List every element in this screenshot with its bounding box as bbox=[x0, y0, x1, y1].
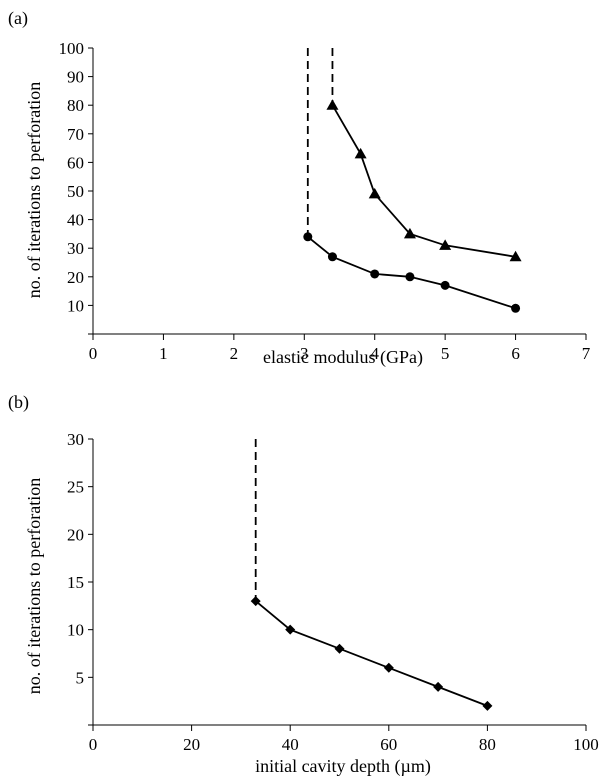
panel-a-y-tick-label: 90 bbox=[67, 68, 84, 87]
panel-a-y-tick-label: 20 bbox=[67, 268, 84, 287]
panel-b-x-tick-label: 40 bbox=[282, 735, 299, 754]
panel-a-x-tick-label: 4 bbox=[370, 344, 379, 363]
panel-a-y-tick-label: 40 bbox=[67, 211, 84, 230]
panel-b-label: (b) bbox=[8, 392, 29, 413]
panel-a-x-tick-label: 3 bbox=[300, 344, 309, 363]
panel-a-y-tick-label: 60 bbox=[67, 153, 84, 172]
panel-a-y-tick-label: 30 bbox=[67, 239, 84, 258]
panel-a-y-tick-label: 70 bbox=[67, 125, 84, 144]
panel-a-series-triangle-point bbox=[439, 239, 452, 250]
panel-a-x-tick-label: 0 bbox=[89, 344, 98, 363]
panel-a-series-triangle-point bbox=[354, 147, 367, 159]
panel-b-y-tick-label: 15 bbox=[67, 573, 84, 592]
panel-b-series-diamond-line bbox=[255, 600, 488, 707]
panel-a-series-circle-point bbox=[370, 269, 380, 279]
panel-b-x-tick-label: 80 bbox=[479, 735, 496, 754]
panel-b-series-diamond-point bbox=[250, 596, 261, 607]
panel-a-series-triangle-point bbox=[403, 227, 416, 239]
panel-a-series-circle-point bbox=[405, 272, 415, 282]
panel-a-series-circle-point bbox=[303, 232, 313, 242]
panel-b-y-tick-label: 5 bbox=[76, 668, 85, 687]
panel-a-label: (a) bbox=[8, 8, 28, 29]
panel-a-series-triangle-point bbox=[368, 187, 381, 199]
panel-b-series-diamond-point bbox=[285, 624, 296, 635]
panel-a-series-circle-point bbox=[327, 252, 337, 262]
panel-a-series-triangle-point bbox=[509, 250, 522, 262]
panel-b: (b) initial cavity depth (µm) no. of ite… bbox=[8, 392, 599, 777]
panel-b-y-axis-label: no. of iterations to perforation bbox=[24, 478, 44, 694]
panel-a-series-circle-line bbox=[307, 236, 516, 310]
panel-b-y-tick-label: 10 bbox=[67, 621, 84, 640]
panel-a-x-tick-label: 2 bbox=[230, 344, 239, 363]
panel-b-series-diamond-point bbox=[334, 643, 345, 654]
panel-a-x-tick-label: 1 bbox=[159, 344, 168, 363]
panel-a-x-tick-label: 5 bbox=[441, 344, 450, 363]
panel-a-series-triangle-line bbox=[331, 104, 516, 258]
panel-b-series-diamond-point bbox=[433, 681, 444, 692]
panel-b-x-tick-label: 0 bbox=[89, 735, 98, 754]
panel-a-x-tick-label: 7 bbox=[582, 344, 591, 363]
panel-a-x-axis-label: elastic modulus (GPa) bbox=[263, 347, 423, 368]
panel-a: (a) elastic modulus (GPa) no. of iterati… bbox=[8, 8, 591, 368]
panel-a-y-tick-label: 10 bbox=[67, 296, 84, 315]
panel-a-y-tick-label: 80 bbox=[67, 96, 84, 115]
panel-a-y-tick-label: 50 bbox=[67, 182, 84, 201]
panel-b-x-tick-label: 100 bbox=[573, 735, 599, 754]
panel-b-x-axis-label: initial cavity depth (µm) bbox=[255, 756, 431, 777]
panel-b-x-tick-label: 20 bbox=[183, 735, 200, 754]
panel-b-y-tick-label: 25 bbox=[67, 478, 84, 497]
panel-a-series-circle-point bbox=[440, 280, 450, 290]
panel-a-series-triangle-point bbox=[326, 99, 339, 110]
panel-a-x-tick-label: 6 bbox=[511, 344, 520, 363]
panel-b-y-tick-label: 20 bbox=[67, 525, 84, 544]
panel-a-y-tick-label: 100 bbox=[59, 39, 85, 58]
panel-b-y-tick-label: 30 bbox=[67, 430, 84, 449]
panel-a-y-axis-label: no. of iterations to perforation bbox=[24, 82, 44, 298]
panel-b-series-diamond-point bbox=[482, 700, 493, 711]
panel-a-series-circle-point bbox=[511, 303, 521, 313]
panel-b-series-diamond-point bbox=[383, 662, 394, 673]
panel-b-x-tick-label: 60 bbox=[380, 735, 397, 754]
